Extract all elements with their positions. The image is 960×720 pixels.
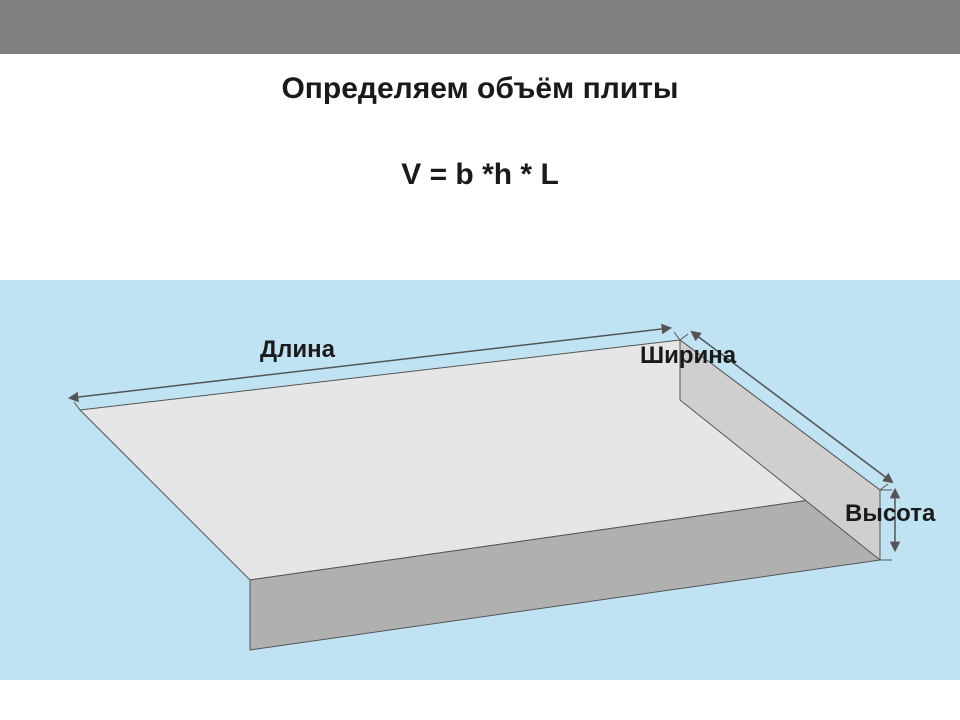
page-title: Определяем объём плиты <box>0 54 960 106</box>
label-width: Ширина <box>640 342 736 370</box>
volume-formula: V = b *h * L <box>0 106 960 192</box>
top-bar <box>0 0 960 54</box>
slab-svg <box>0 280 960 680</box>
label-height: Высота <box>845 500 935 528</box>
slab-diagram <box>0 280 960 680</box>
label-length: Длина <box>260 336 335 364</box>
